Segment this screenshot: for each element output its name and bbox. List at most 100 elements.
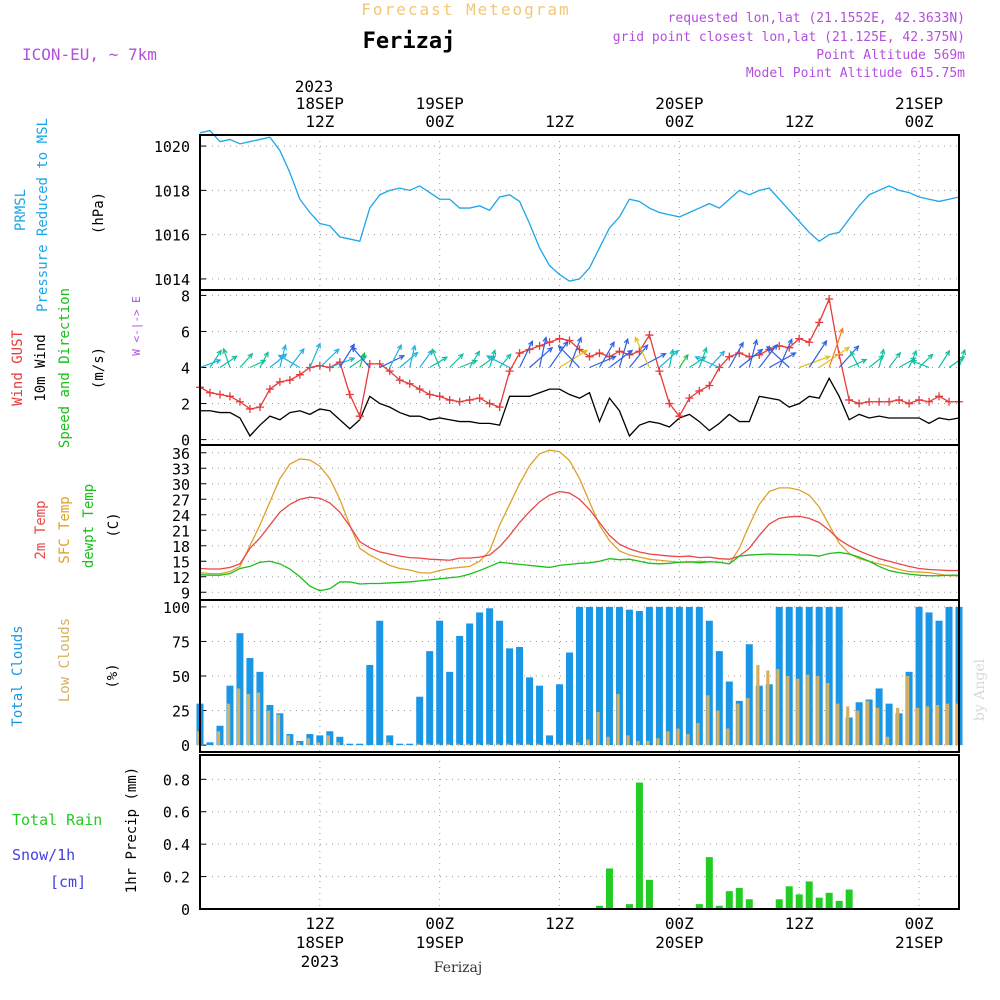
- low-cloud-bar: [276, 714, 281, 746]
- low-cloud-bar: [786, 676, 790, 746]
- wind-gust-marker: [255, 403, 264, 412]
- y-tick-label: 2: [181, 396, 190, 414]
- wind-direction-arrow: [319, 348, 340, 368]
- model-label: ICON-EU, ~ 7km: [22, 45, 157, 64]
- total-cloud-bar: [526, 677, 534, 746]
- wind-gust-marker: [415, 385, 424, 394]
- wind-arrow-head: [895, 351, 901, 358]
- wind-direction-arrow: [359, 352, 366, 368]
- wind-gust-marker: [285, 376, 294, 385]
- low-cloud-bar: [616, 693, 620, 746]
- wind-direction-arrow: [259, 352, 269, 368]
- bottom-axis-hour: 00Z: [425, 914, 454, 933]
- wind-arrow-head: [485, 355, 493, 361]
- temp-dewpt-line: [199, 551, 959, 592]
- wind-arrow-head: [474, 350, 481, 357]
- wind-arrow-head: [757, 348, 764, 355]
- wind-gust-marker: [815, 318, 824, 327]
- wind-compass-label: W <-|-> E: [130, 296, 143, 356]
- total-cloud-bar: [915, 606, 923, 746]
- wind-direction-arrow: [431, 349, 441, 368]
- total-cloud-bar: [725, 681, 733, 746]
- wind-arrow-head: [215, 359, 222, 365]
- wind-speed-direction-label: Speed and Direction: [57, 288, 73, 448]
- total-cloud-bar: [576, 606, 583, 746]
- low-cloud-bar: [286, 735, 291, 746]
- total-cloud-bar: [386, 735, 394, 746]
- total-cloud-bar: [675, 606, 683, 746]
- y-tick-label: 100: [163, 599, 190, 617]
- low-cloud-bar: [806, 674, 810, 746]
- total-cloud-bar: [885, 703, 893, 746]
- wind-gust-marker: [445, 395, 454, 404]
- total-cloud-bar: [715, 651, 723, 746]
- wind-arrow-head: [927, 353, 934, 360]
- wind-arrow-head: [911, 349, 917, 356]
- rain-bar: [845, 889, 853, 909]
- top-axis-day: 18SEP: [296, 94, 344, 113]
- pressure-line: [199, 129, 960, 282]
- wind-10m-label: 10m Wind: [33, 334, 49, 401]
- wind-direction-arrow: [888, 352, 901, 368]
- top-axis-day: 20SEP: [655, 94, 703, 113]
- wind-gust-marker: [835, 350, 844, 359]
- low-cloud-bar: [496, 743, 500, 746]
- wind-direction-arrow: [634, 337, 650, 368]
- wind-direction-arrow: [429, 356, 448, 369]
- bottom-axis-year: 2023: [301, 952, 340, 971]
- y-tick-label: 6: [181, 323, 190, 341]
- wind-direction-arrow: [698, 347, 708, 368]
- wind-direction-arrow: [469, 351, 480, 368]
- rain-bar: [625, 904, 633, 909]
- total-cloud-bar: [695, 606, 703, 746]
- wind-direction-arrow: [486, 355, 510, 369]
- temp-unit: (C): [106, 512, 122, 537]
- total-cloud-bar: [486, 608, 494, 746]
- low-cloud-bar: [626, 735, 630, 746]
- low-cloud-bar: [456, 743, 460, 746]
- bottom-axis-day: 20SEP: [655, 933, 703, 952]
- total-cloud-bar: [396, 743, 404, 746]
- low-cloud-bar: [336, 742, 341, 746]
- total-rain-label: Total Rain: [12, 811, 102, 829]
- total-cloud-bar: [945, 606, 953, 746]
- low-cloud-bar: [446, 743, 450, 746]
- low-cloud-bar: [676, 728, 680, 746]
- wind-direction-arrow: [609, 349, 633, 368]
- wind-arrow-head: [315, 342, 321, 349]
- wind-direction-arrow: [329, 357, 355, 369]
- wind-arrow-head: [247, 352, 254, 359]
- total-cloud-bar: [346, 743, 354, 746]
- wind-arrow-head: [398, 355, 406, 361]
- total-cloud-bar: [546, 735, 554, 746]
- temp-sfc-label: SFC Temp: [57, 496, 73, 563]
- wind-arrow-head: [411, 344, 417, 351]
- y-tick-label: 36: [172, 445, 190, 463]
- wind-arrow-head: [222, 347, 228, 355]
- requested-coords: requested lon,lat (21.1552E, 42.3633N): [668, 11, 965, 26]
- wind-arrow-head: [260, 359, 267, 365]
- low-cloud-bar: [856, 710, 860, 746]
- wind-gust-marker: [655, 367, 664, 376]
- total-cloud-bar: [516, 646, 524, 746]
- wind-direction-arrow: [938, 350, 950, 368]
- y-tick-label: 9: [181, 584, 190, 602]
- y-tick-label: 1014: [154, 271, 190, 289]
- total-cloud-bar: [685, 606, 693, 746]
- wind-direction-arrow: [678, 354, 689, 368]
- wind-direction-arrow: [818, 346, 850, 368]
- total-cloud-bar: [496, 620, 504, 746]
- total-cloud-bar: [476, 612, 484, 746]
- total-cloud-bar: [316, 735, 324, 746]
- low-cloud-bar: [636, 740, 640, 746]
- wind-direction-arrow: [850, 351, 860, 368]
- wind-direction-arrow: [209, 350, 222, 368]
- pressure-unit: (hPa): [91, 192, 107, 234]
- panel-clouds: 0 25 50 75 100: [163, 599, 963, 755]
- wind-gust-marker: [225, 392, 234, 401]
- wind-gust-marker: [935, 392, 944, 401]
- wind-arrow-head: [491, 348, 497, 356]
- wind-arrow-head: [542, 336, 548, 343]
- wind-arrow-head: [790, 352, 797, 358]
